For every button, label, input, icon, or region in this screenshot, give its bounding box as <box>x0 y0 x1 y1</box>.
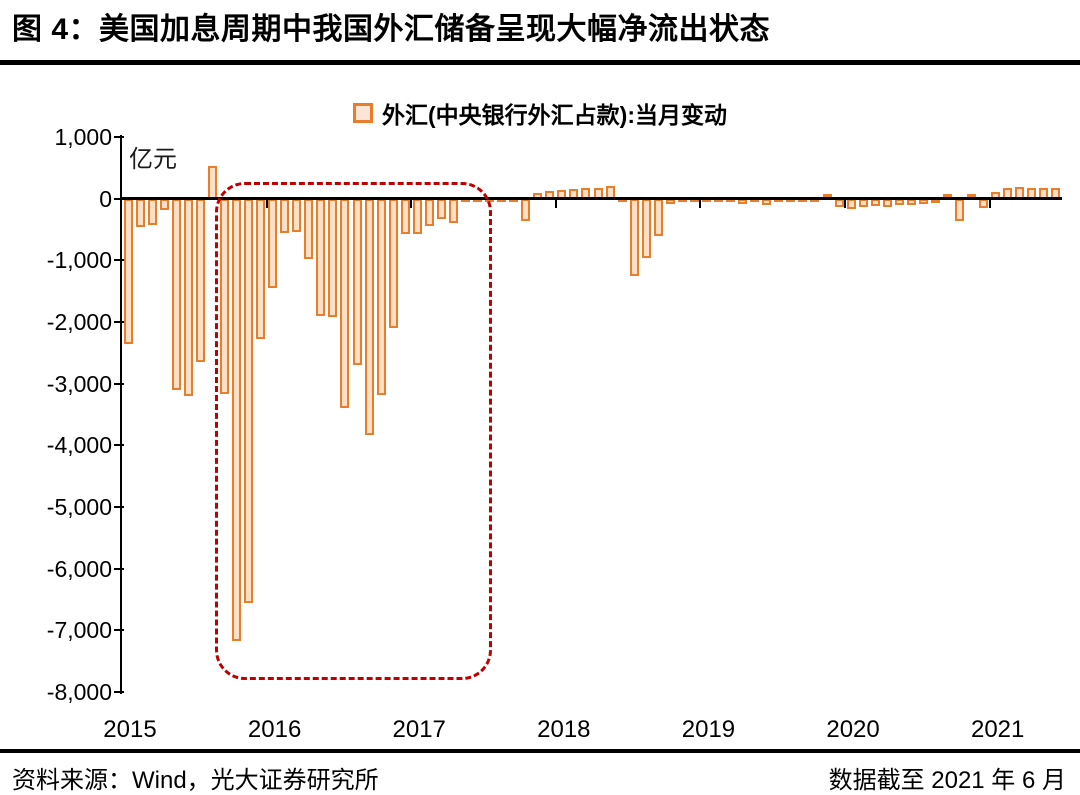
bar-2017-06 <box>473 198 482 202</box>
bar-2017-05 <box>460 198 470 202</box>
y-axis-label: -7,000 <box>46 617 112 644</box>
bar-2016-05 <box>316 198 326 317</box>
zero-axis-line <box>120 197 1062 201</box>
bar-2016-01 <box>268 198 278 289</box>
bar-2020-09 <box>943 193 952 199</box>
bar-2016-07 <box>340 198 350 409</box>
bar-2018-09 <box>653 198 663 237</box>
bar-2016-12 <box>400 198 410 235</box>
bar-2018-06 <box>617 198 627 203</box>
source-note: 资料来源：Wind，光大证券研究所 <box>12 767 379 794</box>
bar-2015-11 <box>244 198 254 604</box>
bar-2018-12 <box>689 198 699 202</box>
bar-2019-08 <box>786 198 796 202</box>
y-axis-tick <box>114 197 124 200</box>
bar-2020-11 <box>967 194 977 199</box>
bar-2020-01 <box>846 198 856 209</box>
bar-2015-10 <box>231 198 241 642</box>
y-axis-label: -6,000 <box>46 555 112 582</box>
y-axis-tick <box>114 136 124 138</box>
figure-title: 图 4：美国加息周期中我国外汇储备呈现大幅净流出状态 <box>12 13 771 46</box>
footer-divider <box>0 749 1080 753</box>
bar-2019-10 <box>810 198 820 202</box>
y-axis-label: -2,000 <box>46 309 112 335</box>
x-axis-year-tick <box>699 200 702 209</box>
x-axis-year-tick <box>844 200 847 209</box>
bar-2018-07 <box>629 198 639 277</box>
y-axis-label: -3,000 <box>46 370 112 397</box>
x-axis-year-tick <box>265 200 268 209</box>
chart-legend: 外汇(中央银行外汇占款):当月变动 <box>0 96 1080 130</box>
title-divider <box>0 60 1080 65</box>
y-axis-label: -4,000 <box>46 432 112 459</box>
bar-2019-03 <box>726 198 736 202</box>
legend-bar-swatch-icon <box>353 103 373 123</box>
y-axis-tick <box>114 321 124 323</box>
y-axis-tick <box>114 444 124 447</box>
y-axis-unit-label: 亿元 <box>129 146 177 173</box>
bar-2019-07 <box>774 198 784 202</box>
bar-2015-09 <box>219 198 229 394</box>
x-axis-label-2015: 2015 <box>103 716 157 743</box>
bar-2016-04 <box>304 198 314 259</box>
y-axis-label: 1,000 <box>54 124 112 150</box>
y-axis-tick <box>114 691 124 693</box>
bar-2016-11 <box>388 198 398 328</box>
bar-2018-11 <box>677 198 687 202</box>
plot-area: 亿元 1,000 0 -1,000 -2,000 -3,000 -4,000 -5,000 -… <box>47 125 1062 743</box>
bar-2017-09 <box>509 198 519 202</box>
bar-2019-02 <box>714 198 724 202</box>
x-axis-label-2018: 2018 <box>537 716 591 743</box>
bar-2015-07 <box>195 198 205 363</box>
bar-2019-05 <box>750 198 760 202</box>
x-axis-label-2020: 2020 <box>826 716 880 743</box>
bar-2020-10 <box>955 198 965 222</box>
bar-2015-08 <box>207 165 217 199</box>
y-axis-label: -5,000 <box>46 494 112 520</box>
x-axis-year-tick <box>988 200 991 209</box>
bar-2015-04 <box>159 198 169 211</box>
x-axis-label-2017: 2017 <box>392 716 446 743</box>
y-axis-tick <box>114 506 124 508</box>
bar-2016-02 <box>280 198 290 234</box>
y-axis-line <box>120 135 122 694</box>
y-axis-tick <box>114 567 124 570</box>
bar-2015-12 <box>256 198 266 340</box>
x-axis-label-2019: 2019 <box>681 716 736 743</box>
y-axis-label: 0 <box>99 185 112 212</box>
bar-2015-03 <box>147 198 157 226</box>
x-axis-label-2021: 2021 <box>970 716 1025 743</box>
bar-2016-03 <box>292 198 302 232</box>
bar-2017-10 <box>521 198 531 222</box>
bar-2015-01 <box>123 198 133 344</box>
bar-2017-03 <box>436 198 446 219</box>
bar-2017-04 <box>448 198 458 224</box>
bar-2017-08 <box>497 198 507 202</box>
y-axis-label: -1,000 <box>46 247 112 274</box>
bar-2017-01 <box>412 198 422 235</box>
bar-2019-11 <box>822 193 832 199</box>
bar-2018-08 <box>641 198 651 259</box>
y-axis-tick <box>114 382 124 385</box>
bar-2016-09 <box>364 198 374 435</box>
y-axis-label: -8,000 <box>46 679 112 705</box>
bar-2016-08 <box>352 198 362 366</box>
bar-2015-06 <box>183 198 193 396</box>
bar-2015-02 <box>135 198 145 228</box>
bar-2016-10 <box>376 198 386 395</box>
bar-2017-02 <box>424 198 434 227</box>
y-axis-tick <box>114 259 124 262</box>
bar-2015-05 <box>171 198 181 390</box>
bar-2020-08 <box>930 198 940 203</box>
y-axis-tick <box>114 629 124 632</box>
data-cutoff-note: 数据截至 2021 年 6 月 <box>828 767 1066 794</box>
legend-series-label: 外汇(中央银行外汇占款):当月变动 <box>382 102 727 128</box>
bar-2019-09 <box>798 198 808 202</box>
bar-2016-06 <box>328 198 338 318</box>
x-axis-label-2016: 2016 <box>247 716 302 743</box>
x-axis-year-tick <box>554 200 557 209</box>
bar-2019-01 <box>701 198 711 202</box>
x-axis-year-tick <box>410 200 413 209</box>
